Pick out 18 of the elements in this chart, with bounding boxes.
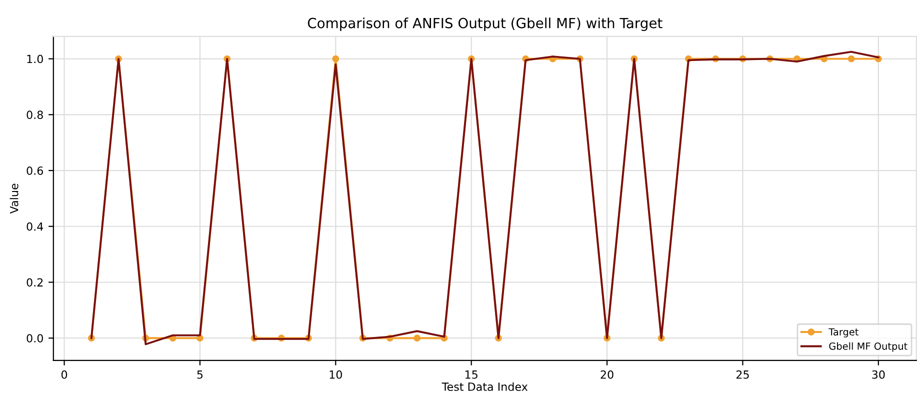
x-tick-label: 15 — [465, 370, 478, 379]
x-axis-title: Test Data Index — [442, 382, 528, 391]
chart-title: Comparison of ANFIS Output (Gbell MF) with Target — [308, 18, 662, 32]
y-tick-label: 0.0 — [26, 334, 43, 342]
x-tick-label: 5 — [197, 370, 203, 379]
y-tick-label: 1.0 — [27, 54, 43, 64]
legend-label: Target — [828, 328, 858, 338]
y-axis-title: Value — [10, 184, 18, 214]
y-tick-label: 0.4 — [26, 222, 44, 231]
y-tick-label: 0.8 — [26, 110, 43, 120]
legend-label: Gbell MF Output — [829, 342, 908, 352]
x-tick-label: 30 — [872, 370, 885, 379]
x-tick-label: 10 — [330, 370, 342, 379]
y-tick-label: 0.6 — [26, 166, 43, 175]
x-tick-label: 20 — [600, 370, 614, 379]
x-tick-label: 0 — [61, 370, 68, 379]
x-tick-label: 25 — [736, 370, 749, 379]
y-tick-label: 0.2 — [26, 278, 43, 287]
